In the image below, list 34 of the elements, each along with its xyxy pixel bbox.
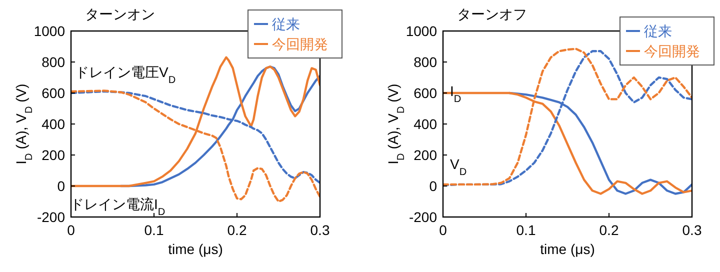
- y-tick-label: 600: [42, 85, 66, 101]
- y-tick-label: 800: [414, 54, 438, 70]
- y-tick-label: 400: [414, 116, 438, 132]
- annotation: ドレイン電流I$_{D}$: [70, 196, 166, 218]
- y-tick-label: 1000: [406, 23, 438, 39]
- y-tick-label: 400: [42, 116, 66, 132]
- annotation: I$_{D}$: [450, 83, 462, 104]
- legend-label: 従来: [272, 16, 300, 32]
- x-tick-label: 0.2: [227, 222, 247, 238]
- x-axis-title: time (μs): [168, 241, 223, 257]
- x-tick-label: 0.1: [516, 222, 536, 238]
- y-tick-label: 600: [414, 85, 438, 101]
- chart-title: ターンオン: [85, 6, 155, 22]
- y-tick-label: 0: [429, 178, 438, 194]
- annotation: V$_{D}$: [450, 156, 467, 178]
- y-tick-label: 1000: [34, 23, 66, 39]
- legend-label: 今回開発: [272, 36, 328, 52]
- y-tick-label: -200: [408, 209, 438, 225]
- x-tick-label: 0.1: [144, 222, 164, 238]
- x-tick-label: 0: [439, 222, 448, 238]
- y-tick-label: -200: [36, 209, 66, 225]
- legend-label: 従来: [644, 23, 672, 39]
- legend-label: 今回開発: [644, 43, 700, 59]
- chart-title: ターンオフ: [457, 6, 527, 22]
- x-tick-label: 0.3: [310, 222, 330, 238]
- y-tick-label: 200: [414, 147, 438, 163]
- x-tick-label: 0.3: [682, 222, 702, 238]
- y-tick-label: 200: [42, 147, 66, 163]
- x-tick-label: 0: [67, 222, 76, 238]
- annotation: ドレイン電圧V$_{D}$: [75, 64, 176, 86]
- y-tick-label: 0: [57, 178, 66, 194]
- x-tick-label: 0.2: [599, 222, 619, 238]
- x-axis-title: time (μs): [540, 241, 595, 257]
- y-tick-label: 800: [42, 54, 66, 70]
